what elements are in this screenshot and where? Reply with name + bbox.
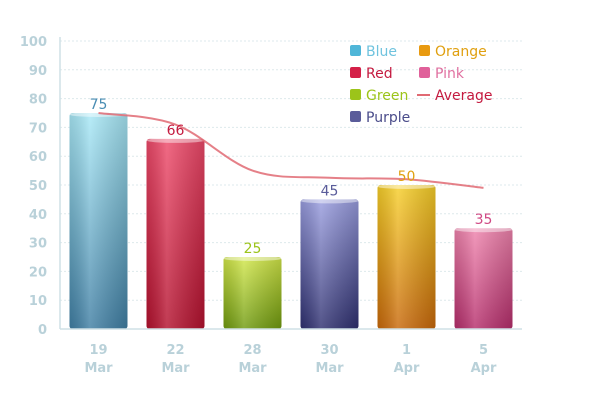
x-tick-label: Mar bbox=[161, 361, 190, 376]
y-tick-label: 100 bbox=[20, 35, 47, 50]
bar-shading bbox=[454, 228, 513, 329]
x-tick-label: 28 bbox=[243, 343, 261, 358]
value-label: 45 bbox=[321, 183, 339, 199]
bar-cap bbox=[223, 256, 282, 261]
value-label: 75 bbox=[90, 97, 108, 113]
legend-swatch bbox=[350, 89, 361, 100]
y-tick-label: 60 bbox=[29, 150, 47, 165]
y-tick-label: 0 bbox=[38, 323, 47, 338]
average-series-line bbox=[98, 112, 484, 189]
legend-item-average: Average bbox=[417, 88, 493, 104]
y-tick-label: 70 bbox=[29, 121, 47, 136]
legend-label: Red bbox=[366, 66, 393, 82]
legend-swatch bbox=[419, 45, 430, 56]
bar-shading bbox=[223, 257, 282, 329]
legend-label: Purple bbox=[366, 110, 410, 126]
legend-item-pink: Pink bbox=[419, 66, 465, 82]
bar-cap bbox=[69, 112, 128, 117]
value-labels: 75 66 25 45 50 35 bbox=[90, 97, 493, 257]
x-tick-label: 22 bbox=[166, 343, 184, 358]
bars bbox=[69, 112, 513, 329]
legend-label: Average bbox=[435, 88, 493, 104]
value-label: 50 bbox=[398, 169, 416, 185]
legend-item-blue: Blue bbox=[350, 44, 397, 60]
legend-item-purple: Purple bbox=[350, 110, 410, 126]
y-tick-label: 30 bbox=[29, 237, 47, 252]
legend-swatch bbox=[350, 45, 361, 56]
bar-cap bbox=[300, 198, 359, 204]
x-tick-label: Apr bbox=[394, 361, 420, 376]
x-tick-label: 19 bbox=[89, 343, 107, 358]
gridlines bbox=[60, 40, 522, 301]
legend-swatch bbox=[419, 67, 430, 78]
value-label: 25 bbox=[244, 241, 262, 257]
legend-item-orange: Orange bbox=[419, 44, 487, 60]
bar-shading bbox=[300, 199, 359, 329]
legend-label: Pink bbox=[435, 66, 465, 82]
legend-swatch bbox=[350, 111, 361, 122]
bar-shading bbox=[377, 185, 436, 329]
x-tick-label: 5 bbox=[479, 343, 488, 358]
bar-cap bbox=[377, 184, 436, 189]
x-tick-label: Apr bbox=[471, 361, 497, 376]
legend-item-green: Green bbox=[350, 88, 408, 104]
y-tick-label: 90 bbox=[29, 64, 47, 79]
bar-shading bbox=[69, 113, 128, 329]
x-tick-label: Mar bbox=[315, 361, 344, 376]
legend-label: Green bbox=[366, 88, 408, 104]
bar-cap bbox=[146, 137, 205, 143]
legend-swatch bbox=[350, 67, 361, 78]
average-line bbox=[98, 112, 484, 189]
y-tick-label: 10 bbox=[29, 294, 47, 309]
y-tick-label: 80 bbox=[29, 93, 47, 108]
x-tick-label: Mar bbox=[84, 361, 113, 376]
x-tick-label: Mar bbox=[238, 361, 267, 376]
value-label: 35 bbox=[475, 212, 493, 228]
legend-item-red: Red bbox=[350, 66, 393, 82]
x-tick-label: 1 bbox=[402, 343, 411, 358]
x-tick-label: 30 bbox=[320, 343, 338, 358]
bar-shading bbox=[146, 138, 205, 329]
y-tick-label: 40 bbox=[29, 208, 47, 223]
value-label: 66 bbox=[167, 123, 185, 139]
y-tick-label: 50 bbox=[29, 179, 47, 194]
legend-label: Orange bbox=[435, 44, 487, 60]
x-axis: 19 Mar 22 Mar 28 Mar 30 Mar 1 Apr 5 Apr bbox=[60, 328, 522, 376]
y-axis: 0 10 20 30 40 50 60 70 80 90 100 bbox=[20, 35, 61, 338]
legend: Blue Orange Red Pink Green Average Purple bbox=[350, 44, 493, 126]
y-tick-label: 20 bbox=[29, 265, 47, 280]
legend-label: Blue bbox=[366, 44, 397, 60]
bar-cap bbox=[454, 227, 513, 233]
